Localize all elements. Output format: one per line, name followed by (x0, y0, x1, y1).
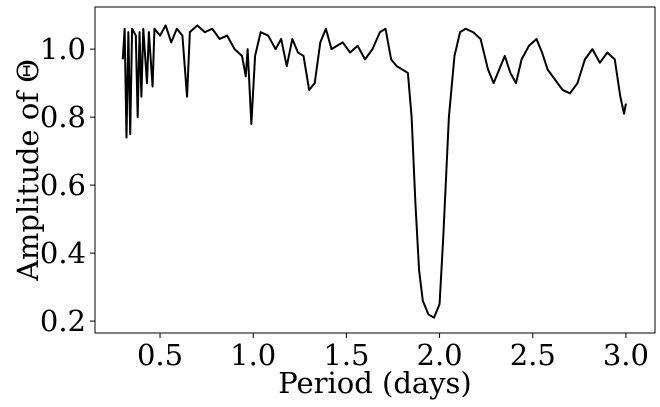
y-tick-label: 0.4 (40, 236, 86, 270)
y-tick-label: 0.6 (40, 168, 86, 202)
y-axis-label: Amplitude of Θ (11, 59, 45, 282)
x-tick-label: 1.0 (230, 338, 276, 372)
x-tick-label: 2.0 (417, 338, 463, 372)
plot-frame (94, 6, 656, 334)
x-tick-label: 0.5 (137, 338, 183, 372)
y-tick-label: 1.0 (40, 32, 86, 66)
y-tick-label: 0.8 (40, 100, 86, 134)
x-axis-label: Period (days) (278, 366, 472, 400)
data-line (121, 24, 627, 319)
y-tick-label: 0.2 (40, 304, 86, 338)
x-tick-label: 3.0 (603, 338, 649, 372)
x-tick-label: 2.5 (510, 338, 556, 372)
x-tick-label: 1.5 (323, 338, 369, 372)
